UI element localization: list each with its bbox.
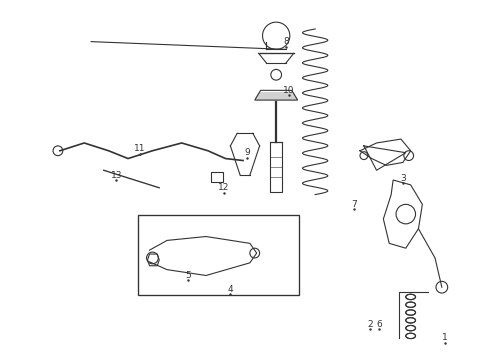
Text: 11: 11 [134, 144, 146, 153]
Text: 2: 2 [367, 320, 372, 329]
Text: 1: 1 [442, 333, 448, 342]
Text: 4: 4 [227, 285, 233, 294]
Bar [211, 172, 222, 182]
Text: 12: 12 [218, 183, 229, 192]
Bar [138, 215, 298, 295]
Text: 6: 6 [377, 320, 382, 329]
Text: 8: 8 [283, 37, 289, 46]
Text: 3: 3 [400, 174, 406, 183]
Text: 7: 7 [351, 200, 357, 209]
Text: 5: 5 [186, 271, 192, 280]
Text: 9: 9 [244, 148, 250, 157]
Text: 10: 10 [283, 86, 294, 95]
Text: 13: 13 [111, 171, 122, 180]
